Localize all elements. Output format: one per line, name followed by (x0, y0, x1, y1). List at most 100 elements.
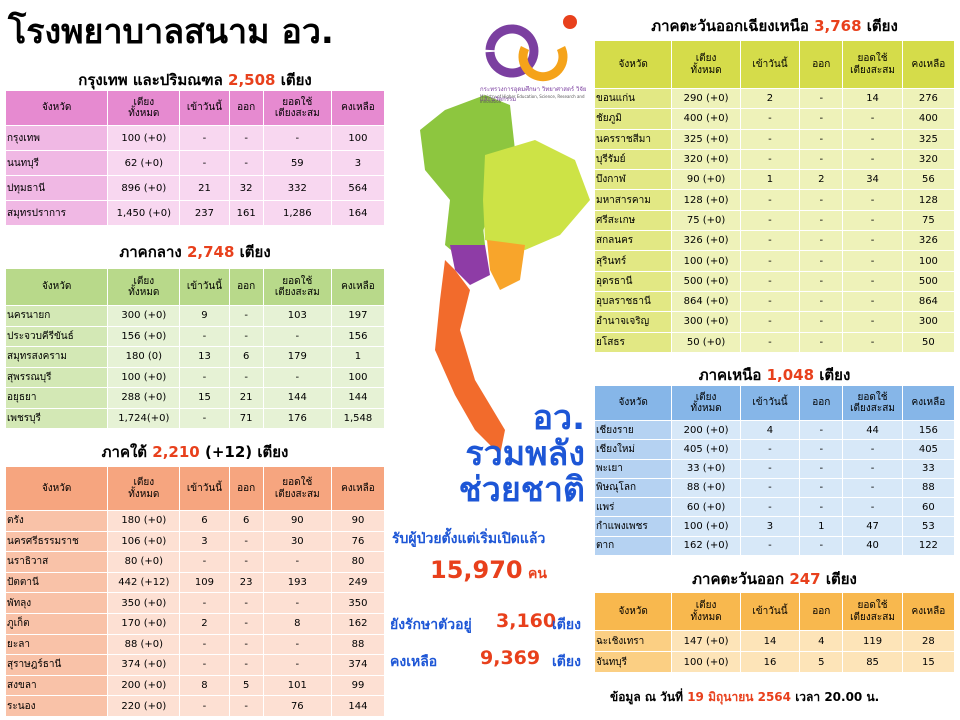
table-row: มหาสารคาม 128 (+0) - - -128 (593, 189, 956, 211)
header-cell: ยอดใช้ เตียงสะสม (842, 40, 903, 89)
table-cell: - (179, 150, 230, 176)
table-cell: 21 (228, 387, 264, 409)
table-row: พะเยา 33 (+0) - - -33 (593, 458, 956, 479)
header-cell: ยอดใช้ เตียงสะสม (262, 90, 332, 126)
table-cell: 100 (+0) (107, 366, 181, 388)
table-cell: สกลนคร (593, 230, 673, 252)
header-row: จังหวัด เตียง ทั้งหมด เข้าวันนี้ ออก ยอดใช้ … (593, 40, 956, 89)
table-cell: นครศรีธรรมราช (4, 530, 109, 553)
map (420, 15, 590, 455)
table-cell: - (228, 530, 264, 553)
table-cell: อำนาจเจริญ (593, 311, 673, 333)
table-cell: 176 (262, 407, 332, 429)
table-cell: 325 (901, 128, 956, 150)
table-cell: - (179, 695, 230, 717)
table-row: สมุทรปราการ 1,450 (+0) 237 161 1,286 164 (4, 200, 386, 226)
table-cell: - (799, 535, 844, 556)
header-cell: ยอดใช้ เตียงสะสม (842, 592, 903, 631)
table-cell: 156 (+0) (107, 325, 181, 347)
section-title: ภาคกลาง 2,748 เตียง (5, 240, 385, 264)
table-row: นครศรีธรรมราช 106 (+0) 3-30 76 (4, 530, 386, 553)
table-cell: 85 (842, 651, 903, 673)
table-cell: 197 (330, 305, 386, 327)
table-cell: 3 (179, 530, 230, 553)
page-title: โรงพยาบาลสนาม อว. (8, 12, 334, 52)
table-cell: 500 (901, 270, 956, 292)
slogan: อว. รวมพลัง ช่วยชาติ (390, 400, 585, 508)
region-name: ภาคใต้ (101, 443, 148, 461)
header-cell: เข้าวันนี้ (179, 466, 230, 511)
in-care-label: ยังรักษาตัวอยู่ (390, 617, 472, 633)
table-cell: - (228, 654, 264, 676)
table-cell: 6 (228, 510, 264, 532)
table-row: สุพรรณบุรี 100 (+0) - - -100 (4, 366, 386, 388)
table-cell: 147 (+0) (671, 630, 741, 652)
header-cell: เข้าวันนี้ (739, 385, 801, 421)
table-cell: 325 (+0) (671, 128, 741, 150)
table-cell: 106 (+0) (107, 530, 181, 553)
table-cell: 28 (901, 630, 956, 652)
table-cell: ปทุมธานี (4, 175, 109, 201)
footer: ข้อมูล ณ วันที่ 19 มิถุนายน 2564 เวลา 20… (610, 688, 879, 707)
table-cell: - (179, 125, 230, 151)
table-cell: - (842, 209, 903, 232)
table-cell: 88 (+0) (671, 477, 741, 499)
table-cell: - (262, 633, 332, 656)
table-cell: ยะลา (4, 633, 109, 656)
header-cell: ออก (228, 268, 264, 306)
table-cell: 864 (901, 290, 956, 313)
section-title: ภาคตะวันออกเฉียงเหนือ 3,768 เตียง (594, 14, 955, 38)
table-cell: - (179, 633, 230, 656)
table-row: จันทบุรี 100 (+0) 16 5 85 15 (593, 651, 956, 673)
table-cell: 180 (+0) (107, 510, 181, 532)
table-cell: - (799, 209, 844, 232)
region-count: 3,768 (814, 17, 862, 35)
table-row: ปัตตานี 442 (+12) 109 23 193 249 (4, 571, 386, 594)
table-row: ปทุมธานี 896 (+0) 21 32 332 564 (4, 175, 386, 201)
logo (485, 15, 577, 82)
table-cell: สมุทรปราการ (4, 200, 109, 226)
table-cell: 80 (+0) (107, 551, 181, 573)
table-cell: - (179, 592, 230, 614)
table-row: ภูเก็ต 170 (+0) 2-8 162 (4, 612, 386, 635)
table-cell: 896 (+0) (107, 175, 181, 201)
table-cell: ศรีสะเกษ (593, 209, 673, 232)
table-row: กรุงเทพ 100 (+0) - - -100 (4, 125, 386, 151)
table-cell: - (228, 325, 264, 347)
table-cell: - (842, 189, 903, 211)
logo-text: กระทรวงการอุดมศึกษา วิทยาศาสตร์ วิจัยและ… (480, 86, 587, 103)
region-count: 247 (789, 570, 821, 588)
table-cell: ชัยภูมิ (593, 108, 673, 130)
table-cell: 400 (+0) (671, 108, 741, 130)
region-unit: เตียง (257, 443, 289, 461)
table-cell: 237 (179, 200, 230, 226)
table-cell: สงขลา (4, 674, 109, 697)
table-cell: - (228, 150, 264, 176)
table-cell: 864 (+0) (671, 290, 741, 313)
table-cell: 122 (901, 535, 956, 556)
table-cell: 300 (+0) (671, 311, 741, 333)
table-cell: 119 (842, 630, 903, 652)
table-cell: ภูเก็ต (4, 612, 109, 635)
table-cell: เชียงราย (593, 419, 673, 441)
table-cell: 14 (739, 630, 801, 652)
table-row: เชียงราย 200 (+0) 4-44 156 (593, 419, 956, 441)
region-name: ภาคกลาง (119, 243, 182, 261)
table-cell: 33 (+0) (671, 458, 741, 479)
region-count: 2,210 (152, 443, 200, 461)
table-row: สงขลา 200 (+0) 8 5 101 99 (4, 674, 386, 697)
table-cell: 90 (262, 510, 332, 532)
table-cell: - (842, 311, 903, 333)
table-cell: - (739, 331, 801, 353)
table-cell: 8 (179, 674, 230, 697)
table-cell: 164 (330, 200, 386, 226)
table-cell: 50 (901, 331, 956, 353)
in-care-unit: เตียง (552, 617, 581, 633)
province-table: จังหวัด เตียง ทั้งหมด เข้าวันนี้ ออก ยอดใช้ … (593, 385, 956, 556)
table-cell: - (739, 270, 801, 292)
table-cell: 75 (901, 209, 956, 232)
section-title: กรุงเทพ และปริมณฑล 2,508 เตียง (5, 68, 385, 92)
table-cell: 564 (330, 175, 386, 201)
table-row: พัทลุง 350 (+0) - - -350 (4, 592, 386, 614)
table-row: แพร่ 60 (+0) - - -60 (593, 497, 956, 518)
